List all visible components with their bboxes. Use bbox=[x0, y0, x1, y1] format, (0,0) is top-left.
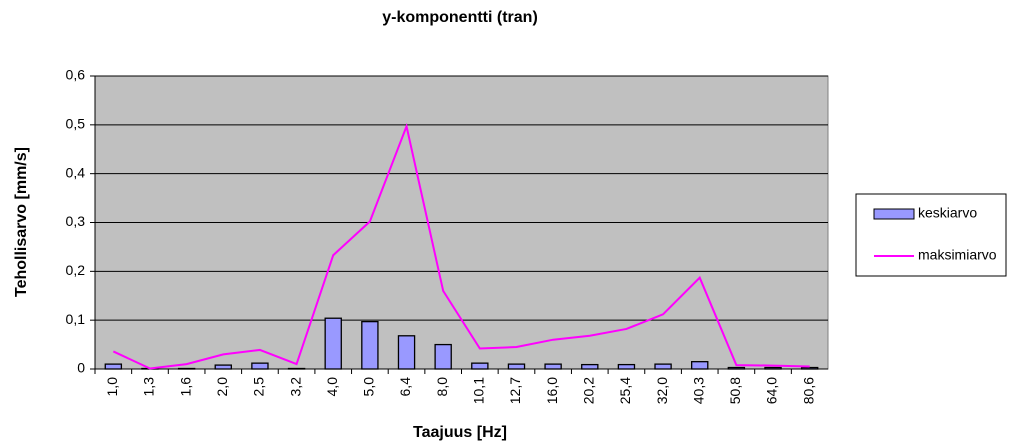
x-tick-label: 40,3 bbox=[690, 377, 706, 404]
bar bbox=[654, 363, 672, 370]
legend-swatch bbox=[873, 208, 915, 220]
x-tick-label: 8,0 bbox=[434, 377, 450, 397]
legend-label: keskiarvo bbox=[918, 205, 977, 221]
bar bbox=[434, 343, 452, 370]
bar bbox=[251, 362, 269, 370]
bar bbox=[324, 317, 342, 370]
x-tick-label: 80,6 bbox=[800, 377, 816, 404]
y-tick-label: 0,4 bbox=[66, 164, 86, 180]
bar bbox=[471, 362, 489, 370]
x-tick-label: 1,3 bbox=[141, 377, 157, 397]
bar bbox=[691, 361, 709, 370]
x-tick-label: 20,2 bbox=[580, 377, 596, 404]
x-tick-label: 4,0 bbox=[324, 377, 340, 397]
bar bbox=[544, 363, 562, 370]
bar bbox=[800, 366, 819, 370]
legend-label: maksimiarvo bbox=[918, 247, 997, 263]
x-axis-label: Taajuus [Hz] bbox=[413, 424, 507, 441]
x-tick-label: 6,4 bbox=[397, 377, 413, 397]
x-tick-label: 5,0 bbox=[361, 377, 377, 397]
bar bbox=[764, 366, 782, 370]
x-tick-label: 12,7 bbox=[507, 377, 523, 404]
x-tick-label: 1,0 bbox=[104, 377, 120, 397]
y-tick-label: 0,3 bbox=[66, 213, 86, 229]
bar bbox=[581, 363, 599, 370]
y-axis-label: Tehollisarvo [mm/s] bbox=[13, 147, 30, 297]
y-tick-label: 0,6 bbox=[66, 67, 86, 83]
chart-title: y-komponentti (tran) bbox=[382, 9, 538, 26]
x-tick-label: 2,0 bbox=[214, 377, 230, 397]
y-tick-label: 0,2 bbox=[66, 262, 86, 278]
legend bbox=[855, 193, 1007, 277]
bar bbox=[397, 335, 416, 370]
x-tick-label: 50,8 bbox=[727, 377, 743, 404]
x-tick-label: 3,2 bbox=[287, 377, 303, 397]
x-tick-label: 16,0 bbox=[544, 377, 560, 404]
y-tick-label: 0,5 bbox=[66, 116, 86, 132]
bar bbox=[727, 366, 746, 370]
bar bbox=[104, 363, 123, 370]
line bbox=[112, 122, 810, 370]
bar bbox=[507, 363, 526, 370]
y-tick-label: 0,1 bbox=[66, 311, 86, 327]
x-tick-label: 1,6 bbox=[177, 377, 193, 397]
x-tick-label: 32,0 bbox=[654, 377, 670, 404]
x-tick-label: 64,0 bbox=[764, 377, 780, 404]
bar bbox=[361, 320, 379, 370]
x-tick-label: 10,1 bbox=[471, 377, 487, 404]
x-tick-label: 2,5 bbox=[251, 377, 267, 397]
y-tick-label: 0 bbox=[77, 360, 85, 376]
x-tick-label: 25,4 bbox=[617, 377, 633, 404]
bar bbox=[214, 364, 232, 370]
bar bbox=[617, 363, 636, 370]
